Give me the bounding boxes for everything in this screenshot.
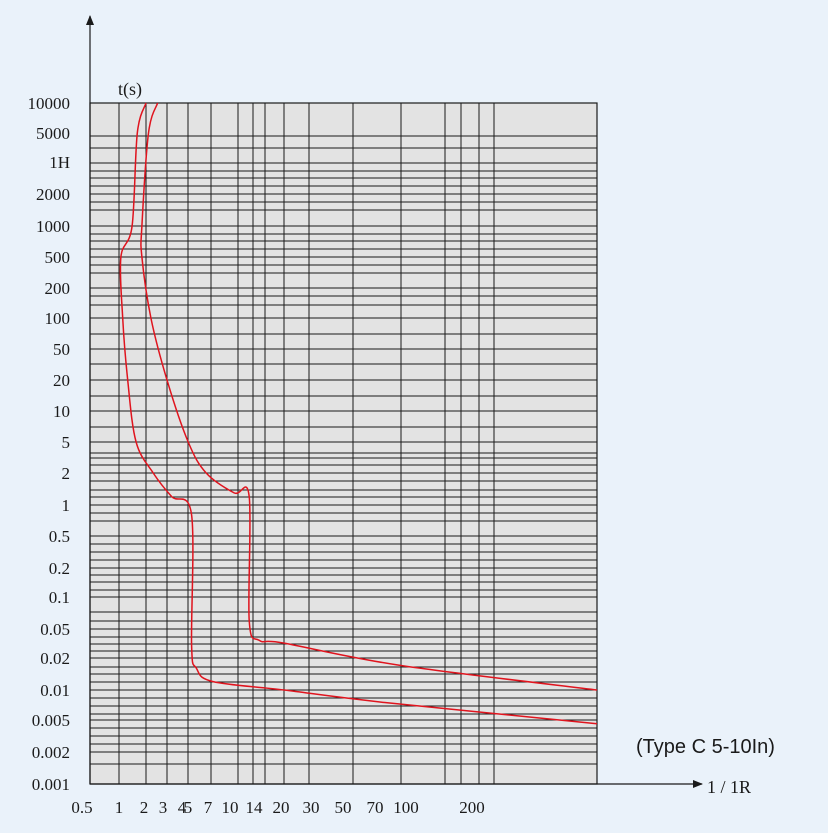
chart-caption: (Type C 5-10In)	[636, 736, 775, 758]
x-tick-label: 3	[159, 798, 168, 817]
x-tick-label: 0.5	[71, 798, 92, 817]
trip-curves	[119, 102, 598, 725]
x-tick-label: 1	[115, 798, 124, 817]
y-tick-label: 0.05	[40, 620, 70, 639]
y-tick-label: 200	[45, 279, 71, 298]
x-tick-label: 20	[273, 798, 290, 817]
x-tick-label: 5	[184, 798, 193, 817]
trip-curve-2	[140, 102, 598, 691]
y-tick-label: 0.001	[32, 775, 70, 794]
y-tick-labels: 10000 5000 1H 2000 1000 500 200 100 50 20 10 5 2 1 0.5…	[28, 94, 71, 794]
y-tick-label: 2000	[36, 185, 70, 204]
y-tick-label: 0.1	[49, 588, 70, 607]
x-tick-label: 2	[140, 798, 149, 817]
x-tick-label: 50	[335, 798, 352, 817]
gridlines	[90, 103, 597, 784]
y-tick-label: 1H	[49, 153, 70, 172]
trip-curve-1	[119, 102, 598, 725]
x-tick-label: 14	[246, 798, 264, 817]
x-tick-label: 10	[222, 798, 239, 817]
x-tick-labels: 0.5 1 2 3 45 7 10 14 20 30 50 70 100 200	[71, 798, 484, 817]
y-tick-label: 0.2	[49, 559, 70, 578]
x-tick-label: 7	[204, 798, 213, 817]
y-tick-label: 0.01	[40, 681, 70, 700]
y-axis-title: t(s)	[118, 79, 142, 100]
x-tick-label: 200	[459, 798, 485, 817]
y-tick-label: 0.005	[32, 711, 70, 730]
y-tick-label: 50	[53, 340, 70, 359]
y-tick-label: 20	[53, 371, 70, 390]
y-tick-label: 0.02	[40, 649, 70, 668]
y-tick-label: 0.5	[49, 527, 70, 546]
y-tick-label: 1000	[36, 217, 70, 236]
y-tick-label: 5000	[36, 124, 70, 143]
y-tick-label: 10000	[28, 94, 71, 113]
plot-area	[90, 103, 597, 784]
x-tick-label: 100	[393, 798, 419, 817]
x-axis-title: 1 / 1R	[707, 777, 751, 797]
x-tick-label: 30	[303, 798, 320, 817]
x-tick-label: 4	[178, 798, 187, 817]
y-tick-label: 0.002	[32, 743, 70, 762]
y-tick-label: 2	[62, 464, 71, 483]
x-tick-label: 70	[367, 798, 384, 817]
y-tick-label: 1	[62, 496, 71, 515]
y-tick-label: 10	[53, 402, 70, 421]
y-tick-label: 500	[45, 248, 71, 267]
y-tick-label: 5	[62, 433, 71, 452]
y-tick-label: 100	[45, 309, 71, 328]
